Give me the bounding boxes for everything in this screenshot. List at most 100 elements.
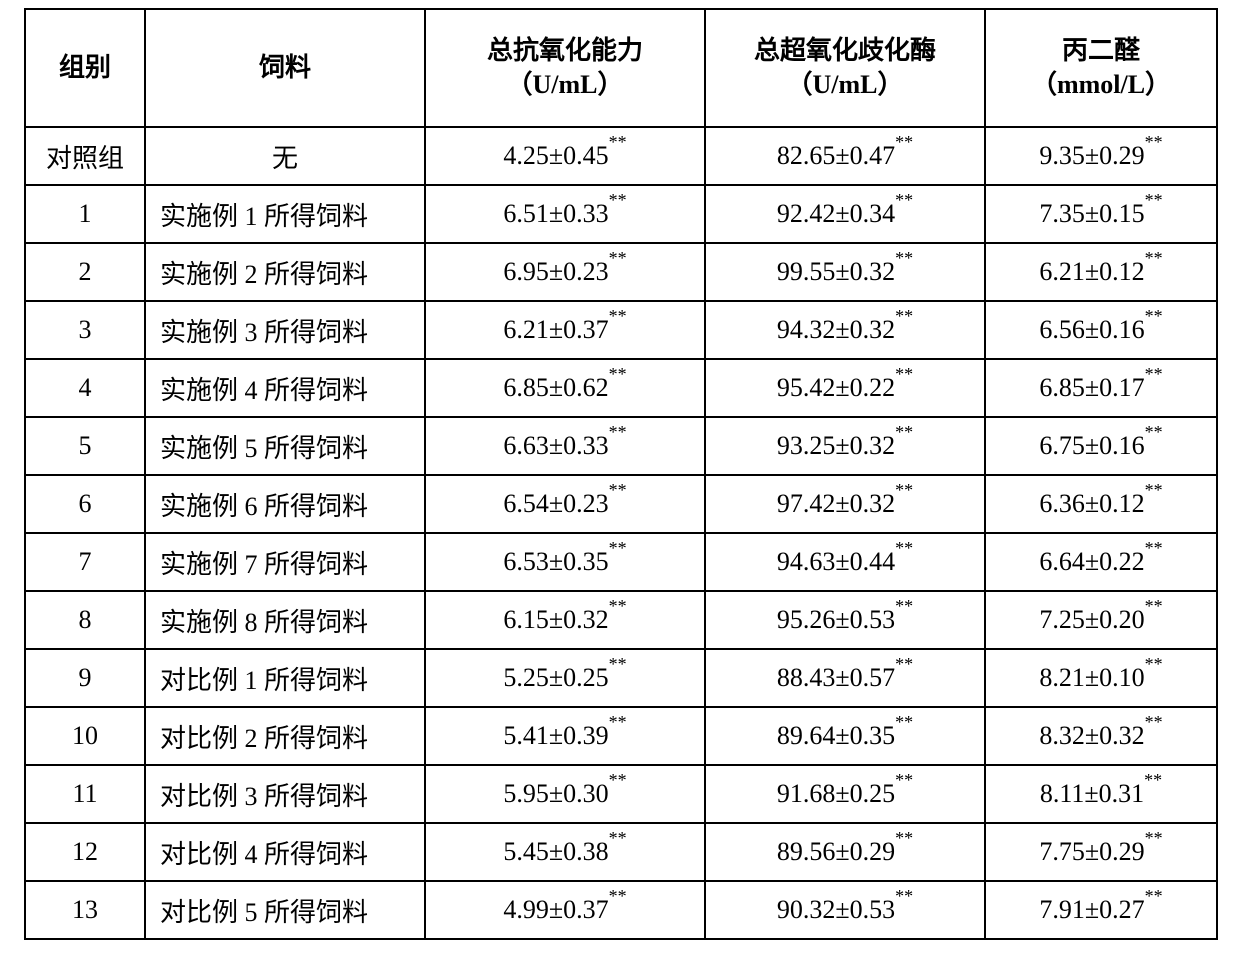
cell-text: 7 — [79, 547, 92, 576]
significance-marker: ** — [609, 771, 627, 789]
value-text: 4.99±0.37 — [503, 895, 608, 924]
cell-value: 88.43±0.57** — [705, 649, 985, 707]
value-text: 6.15±0.32 — [503, 605, 608, 634]
significance-marker: ** — [895, 481, 913, 499]
value-wrapper: 92.42±0.34** — [777, 201, 913, 227]
col-header-tsod: 总超氧化歧化酶 （U/mL） — [705, 9, 985, 127]
value-text: 6.21±0.37 — [503, 315, 608, 344]
cell-text: 实施例 6 所得饲料 — [160, 492, 368, 521]
cell-group: 4 — [25, 359, 145, 417]
value-wrapper: 99.55±0.32** — [777, 259, 913, 285]
cell-value: 89.56±0.29** — [705, 823, 985, 881]
table-row: 4实施例 4 所得饲料6.85±0.62**95.42±0.22**6.85±0… — [25, 359, 1217, 417]
cell-value: 6.21±0.37** — [425, 301, 705, 359]
cell-value: 8.32±0.32** — [985, 707, 1217, 765]
cell-feed: 实施例 3 所得饲料 — [145, 301, 425, 359]
cell-feed: 无 — [145, 127, 425, 185]
cell-feed: 实施例 2 所得饲料 — [145, 243, 425, 301]
cell-group: 13 — [25, 881, 145, 939]
cell-feed: 实施例 7 所得饲料 — [145, 533, 425, 591]
cell-feed: 实施例 6 所得饲料 — [145, 475, 425, 533]
significance-marker: ** — [895, 191, 913, 209]
value-wrapper: 5.25±0.25** — [503, 665, 626, 691]
value-text: 92.42±0.34 — [777, 199, 895, 228]
cell-group: 11 — [25, 765, 145, 823]
value-text: 5.95±0.30 — [503, 779, 608, 808]
value-wrapper: 6.64±0.22** — [1039, 549, 1162, 575]
significance-marker: ** — [609, 481, 627, 499]
cell-text: 2 — [79, 257, 92, 286]
significance-marker: ** — [1145, 597, 1163, 615]
col-header-unit: （U/mL） — [430, 68, 700, 102]
significance-marker: ** — [609, 365, 627, 383]
value-wrapper: 4.99±0.37** — [503, 897, 626, 923]
cell-group: 7 — [25, 533, 145, 591]
significance-marker: ** — [609, 713, 627, 731]
value-text: 8.21±0.10 — [1039, 663, 1144, 692]
table-row: 9对比例 1 所得饲料 5.25±0.25** 88.43±0.57** 8.21±0… — [25, 649, 1217, 707]
col-header-unit: （U/mL） — [710, 68, 980, 102]
cell-value: 97.42±0.32** — [705, 475, 985, 533]
value-text: 93.25±0.32 — [777, 431, 895, 460]
significance-marker: ** — [1145, 249, 1163, 267]
cell-feed: 对比例 1 所得饲料 — [145, 649, 425, 707]
significance-marker: ** — [895, 771, 913, 789]
value-text: 6.85±0.62 — [503, 373, 608, 402]
cell-value: 94.32±0.32** — [705, 301, 985, 359]
cell-text: 实施例 7 所得饲料 — [160, 550, 368, 579]
cell-value: 6.15±0.32** — [425, 591, 705, 649]
value-wrapper: 97.42±0.32** — [777, 491, 913, 517]
cell-value: 7.91±0.27** — [985, 881, 1217, 939]
cell-value: 6.53±0.35** — [425, 533, 705, 591]
cell-text: 实施例 1 所得饲料 — [160, 202, 368, 231]
cell-value: 89.64±0.35** — [705, 707, 985, 765]
cell-value: 99.55±0.32** — [705, 243, 985, 301]
cell-text: 实施例 5 所得饲料 — [160, 434, 368, 463]
value-wrapper: 7.25±0.20** — [1039, 607, 1162, 633]
cell-value: 6.56±0.16** — [985, 301, 1217, 359]
significance-marker: ** — [609, 655, 627, 673]
significance-marker: ** — [895, 133, 913, 151]
value-text: 89.56±0.29 — [777, 837, 895, 866]
significance-marker: ** — [609, 133, 627, 151]
significance-marker: ** — [609, 191, 627, 209]
value-wrapper: 95.26±0.53** — [777, 607, 913, 633]
cell-feed: 实施例 8 所得饲料 — [145, 591, 425, 649]
value-text: 5.25±0.25 — [503, 663, 608, 692]
cell-value: 93.25±0.32** — [705, 417, 985, 475]
table-row: 7 实施例 7 所得饲料 6.53±0.35** 94.63±0.44** 6.64±0… — [25, 533, 1217, 591]
value-text: 6.85±0.17 — [1039, 373, 1144, 402]
significance-marker: ** — [609, 887, 627, 905]
cell-value: 82.65±0.47** — [705, 127, 985, 185]
cell-value: 95.26±0.53** — [705, 591, 985, 649]
significance-marker: ** — [1145, 191, 1163, 209]
significance-marker: ** — [609, 829, 627, 847]
value-wrapper: 6.21±0.37** — [503, 317, 626, 343]
cell-feed: 对比例 3 所得饲料 — [145, 765, 425, 823]
value-wrapper: 6.54±0.23** — [503, 491, 626, 517]
significance-marker: ** — [895, 713, 913, 731]
value-text: 6.75±0.16 — [1039, 431, 1144, 460]
cell-text: 对照组 — [46, 144, 124, 173]
cell-text: 实施例 4 所得饲料 — [160, 376, 368, 405]
significance-marker: ** — [1145, 829, 1163, 847]
cell-value: 6.63±0.33** — [425, 417, 705, 475]
cell-feed: 对比例 2 所得饲料 — [145, 707, 425, 765]
value-text: 7.75±0.29 — [1039, 837, 1144, 866]
cell-value: 91.68±0.25** — [705, 765, 985, 823]
col-header-text: 组别 — [59, 53, 111, 82]
cell-feed: 对比例 5 所得饲料 — [145, 881, 425, 939]
cell-value: 92.42±0.34** — [705, 185, 985, 243]
significance-marker: ** — [895, 249, 913, 267]
cell-group: 3 — [25, 301, 145, 359]
table-row: 11对比例 3 所得饲料5.95±0.30**91.68±0.25**8.11±… — [25, 765, 1217, 823]
cell-text: 5 — [79, 431, 92, 460]
cell-group: 9 — [25, 649, 145, 707]
value-wrapper: 6.75±0.16** — [1039, 433, 1162, 459]
value-text: 89.64±0.35 — [777, 721, 895, 750]
value-wrapper: 6.63±0.33** — [503, 433, 626, 459]
value-wrapper: 94.63±0.44** — [777, 549, 913, 575]
cell-text: 对比例 4 所得饲料 — [160, 840, 368, 869]
significance-marker: ** — [1144, 771, 1162, 789]
cell-value: 6.95±0.23** — [425, 243, 705, 301]
